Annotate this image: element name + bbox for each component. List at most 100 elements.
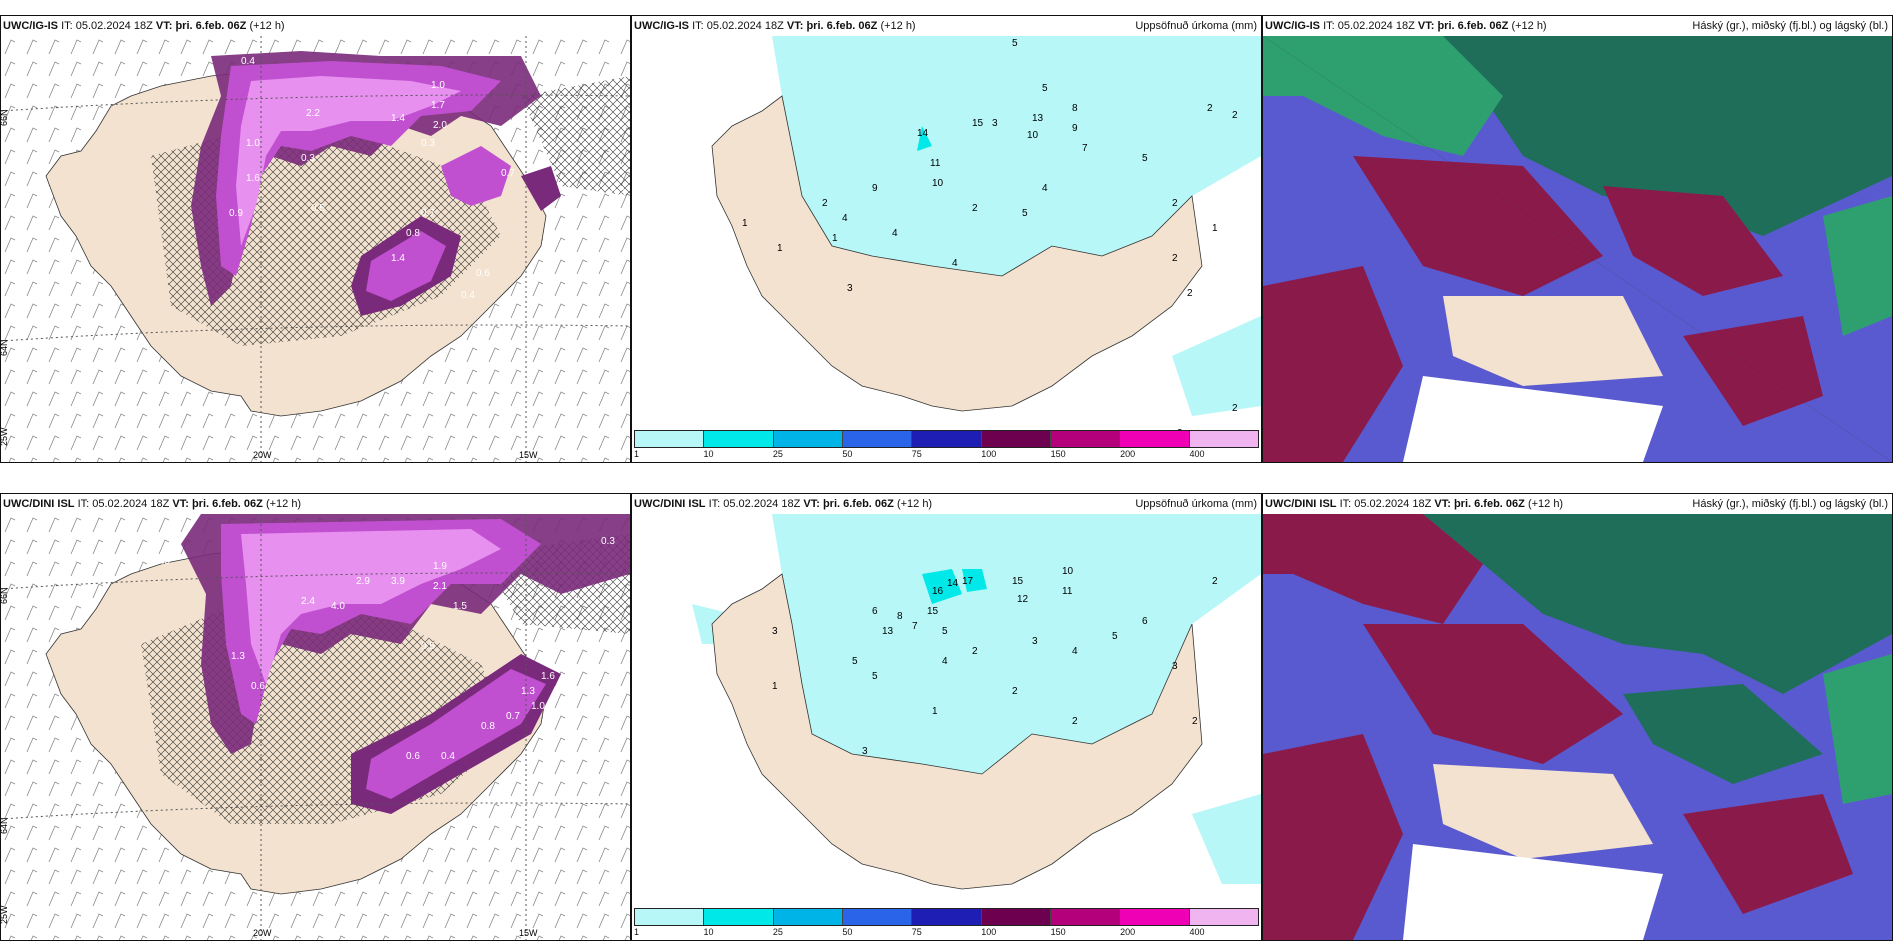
svg-text:2: 2 xyxy=(1072,716,1078,727)
svg-text:14: 14 xyxy=(917,128,929,139)
svg-text:13: 13 xyxy=(1032,113,1044,124)
cloud-panel-bottom: UWC/DINI ISL IT: 05.02.2024 18Z VT: þri.… xyxy=(1262,493,1893,941)
svg-text:0.8: 0.8 xyxy=(481,721,495,732)
snow-value: 0.3 xyxy=(421,138,435,149)
model-name: UWC/IG-IS xyxy=(3,20,58,32)
svg-text:9: 9 xyxy=(872,183,878,194)
svg-text:10: 10 xyxy=(932,178,944,189)
svg-text:6: 6 xyxy=(872,606,878,617)
cloud-map xyxy=(1263,514,1892,940)
svg-text:8: 8 xyxy=(897,611,903,622)
snow-value: 0.4 xyxy=(241,56,255,67)
snow-wind-panel-top: UWC/IG-IS IT: 05.02.2024 18Z VT: þri. 6.… xyxy=(0,15,631,463)
svg-text:2: 2 xyxy=(1232,110,1238,121)
colorbar-tick-label: 1 xyxy=(634,449,640,459)
model-name: UWC/DINI ISL xyxy=(3,498,75,510)
colorbar-swatch xyxy=(635,431,705,447)
svg-text:0.4: 0.4 xyxy=(441,751,455,762)
colorbar-tick-label: 100 xyxy=(981,927,997,937)
valid-time: þri. 6.feb. 06Z xyxy=(822,498,894,510)
snow-value: 0.6 xyxy=(476,268,490,279)
svg-text:3: 3 xyxy=(847,283,853,294)
svg-text:1.3: 1.3 xyxy=(231,651,245,662)
colorbar-swatch xyxy=(1120,431,1190,447)
colorbar-swatch xyxy=(704,431,774,447)
colorbar xyxy=(634,430,1259,448)
svg-text:4: 4 xyxy=(942,656,948,667)
colorbar-tick-label: 150 xyxy=(1050,449,1066,459)
svg-text:2: 2 xyxy=(1012,686,1018,697)
colorbar-tick-label: 10 xyxy=(703,927,714,937)
colorbar-swatch xyxy=(635,909,705,925)
snow-wind-panel-bottom: UWC/DINI ISL IT: 05.02.2024 18Z VT: þri.… xyxy=(0,493,631,941)
svg-text:2: 2 xyxy=(1172,198,1178,209)
colorbar-tick-label: 1 xyxy=(634,927,640,937)
svg-text:5: 5 xyxy=(872,671,878,682)
colorbar-tick-label: 400 xyxy=(1189,449,1205,459)
svg-text:1.0: 1.0 xyxy=(531,701,545,712)
svg-text:0.3: 0.3 xyxy=(601,536,615,547)
snow-value: 0.3 xyxy=(301,153,315,164)
svg-text:64N: 64N xyxy=(1,817,9,834)
colorbar-tick-label: 25 xyxy=(772,449,783,459)
colorbar-tick-label: 10 xyxy=(703,449,714,459)
svg-text:5: 5 xyxy=(1042,83,1048,94)
panel-title: Uppsöfnuð úrkoma (mm) xyxy=(1135,20,1257,32)
svg-text:0.6: 0.6 xyxy=(406,751,420,762)
svg-text:2: 2 xyxy=(1207,103,1213,114)
svg-text:66N: 66N xyxy=(1,109,9,126)
svg-text:16: 16 xyxy=(932,586,944,597)
precip-panel-top: UWC/IG-IS IT: 05.02.2024 18Z VT: þri. 6.… xyxy=(631,15,1262,463)
svg-text:4: 4 xyxy=(892,228,898,239)
colorbar-swatch xyxy=(704,909,774,925)
svg-text:15: 15 xyxy=(972,118,984,129)
colorbar-tick-label: 400 xyxy=(1189,927,1205,937)
svg-text:11: 11 xyxy=(1062,586,1073,597)
svg-text:0.5: 0.5 xyxy=(421,641,435,652)
colorbar-ticks: 1 10 25 50 75 100 150 200 400 xyxy=(634,448,1259,462)
svg-text:1.9: 1.9 xyxy=(433,561,447,572)
svg-text:2: 2 xyxy=(972,646,978,657)
snow-value: 1.6 xyxy=(246,173,260,184)
svg-text:2: 2 xyxy=(1187,288,1193,299)
svg-text:1.5: 1.5 xyxy=(453,601,467,612)
svg-text:0.3: 0.3 xyxy=(156,556,170,567)
svg-text:7: 7 xyxy=(1082,143,1088,154)
colorbar-swatch xyxy=(773,431,843,447)
svg-text:5: 5 xyxy=(1112,631,1118,642)
snow-value: 0.4 xyxy=(461,290,475,301)
lead-time: (+12 h) xyxy=(1527,498,1564,510)
precip-map: 10 17 16 15 14 11 12 15 13 8 7 6 5 2 2 3… xyxy=(692,514,1261,890)
svg-text:1: 1 xyxy=(772,681,778,692)
svg-text:25W: 25W xyxy=(1,427,9,446)
lead-time: (+12 h) xyxy=(249,20,285,32)
svg-text:1.3: 1.3 xyxy=(521,686,535,697)
svg-text:2: 2 xyxy=(1212,576,1218,587)
snow-value: 1.0 xyxy=(431,80,445,91)
cloud-map xyxy=(1263,36,1892,462)
svg-text:15: 15 xyxy=(1012,576,1024,587)
colorbar-swatch xyxy=(912,909,982,925)
svg-text:7: 7 xyxy=(912,621,918,632)
svg-text:2: 2 xyxy=(1192,716,1198,727)
colorbar-swatch xyxy=(1189,909,1258,925)
svg-text:2: 2 xyxy=(1232,403,1238,414)
svg-text:15: 15 xyxy=(927,606,939,617)
precip-panel-bottom: UWC/DINI ISL IT: 05.02.2024 18Z VT: þri.… xyxy=(631,493,1262,941)
colorbar-tick-label: 200 xyxy=(1120,449,1136,459)
valid-time: þri. 6.feb. 06Z xyxy=(175,20,247,32)
svg-text:3: 3 xyxy=(1172,661,1178,672)
cloud-panel-top: UWC/IG-IS IT: 05.02.2024 18Z VT: þri. 6.… xyxy=(1262,15,1893,463)
init-time: 05.02.2024 18Z xyxy=(92,498,170,510)
svg-text:1: 1 xyxy=(932,706,938,717)
init-time: 05.02.2024 18Z xyxy=(706,20,784,32)
snow-value: 2.0 xyxy=(433,120,447,131)
model-name: UWC/IG-IS xyxy=(1265,20,1320,32)
svg-text:3: 3 xyxy=(992,118,998,129)
snow-value: 0.8 xyxy=(406,228,420,239)
svg-text:13: 13 xyxy=(882,626,894,637)
snow-wind-map: 0.3 1.9 2.1 3.9 2.9 1.5 2.4 4.0 1.3 0.6 … xyxy=(1,514,630,940)
colorbar-swatch xyxy=(842,909,913,925)
svg-text:4: 4 xyxy=(1072,646,1078,657)
svg-text:11: 11 xyxy=(930,158,941,169)
